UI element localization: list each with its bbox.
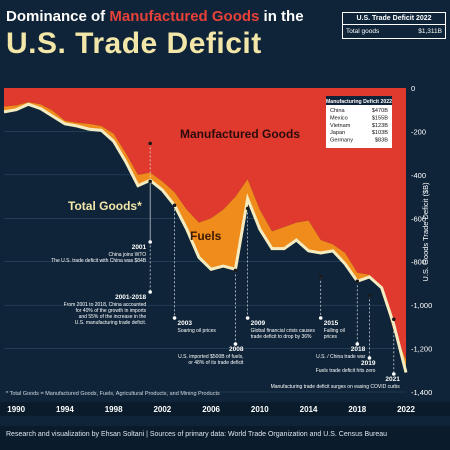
annotation-text: trade deficit to drop by 36% [251,334,312,340]
annotation-anchor-dot [355,342,360,346]
annotation-year: 2009 [251,320,266,327]
annotation-anchor-dot [148,290,152,294]
annotation-anchor-dot [245,316,250,320]
x-tick-label: 2002 [153,405,171,414]
mfg-row-value: $83B [375,138,388,144]
annotation-dot [318,275,323,279]
annotation-year: 2019 [361,360,376,367]
summary-box-title: U.S. Trade Deficit 2022 [343,13,445,25]
annotation-anchor-dot [233,342,238,346]
title-suffix: in the [263,8,304,25]
annotation-dot [392,317,396,322]
annotation-dot [172,203,177,208]
fuels-area [4,102,406,373]
annotation-text: The U.S. trade deficit with China was $8… [51,258,147,264]
total-goods-line [3,102,408,373]
summary-box-row: Total goods $1,311B [343,25,445,38]
annotation-anchor-dot [318,316,323,320]
x-tick-label: 2022 [397,405,415,414]
annotation-year: 2001 [132,244,147,251]
annotation-text: for 40% of the growth in imports [76,308,147,314]
summary-row-value: $1,311B [418,28,442,35]
annotation-text: Fuels trade deficit hits zero [316,368,376,374]
y-tick-label: 0 [411,84,415,93]
footer-bar [0,426,450,450]
annotation-text: China joins WTO [108,252,146,258]
annotation-text: U.S. imported $500B of fuels, [178,354,243,360]
annotation-text: Soaring oil prices [178,328,217,334]
mfg-row-value: $123B [372,123,388,129]
mfg-row-country: Vietnam [330,123,351,129]
y-tick-label: -600 [411,214,426,223]
x-tick-label: 1998 [105,405,123,414]
footnote: * Total Goods = Manufactured Goods, Fuel… [6,391,220,397]
annotation-text: or 48% of its trade deficit [188,360,244,366]
y-tick-label: -800 [411,258,426,267]
annotation-year: 2015 [324,320,339,327]
annotation-year: 2003 [178,320,193,327]
annotation-dot [148,141,152,146]
summary-row-label: Total goods [346,28,380,35]
x-axis: 1990 1994 1998 2002 2006 2010 2014 2018 2022 [0,402,450,416]
annotation-dot [245,206,250,211]
page-title: U.S. Trade Deficit [6,27,262,60]
annotation-text: U.S. / China trade war [316,354,366,360]
annotation-anchor-dot [392,372,396,376]
mfg-row-value: $103B [372,130,388,136]
mfg-row-country: China [330,108,346,114]
summary-box: U.S. Trade Deficit 2022 Total goods $1,3… [342,12,446,39]
y-tick-label: -200 [411,127,426,136]
annotation-year: 2001-2018 [115,294,146,301]
credit: Research and visualization by Ehsan Solt… [6,431,388,438]
mfg-row-country: Germany [330,138,353,144]
manufacturing-deficit-box: Manufacturing Deficit 2022 China $470B Mex… [326,96,392,148]
y-axis-label: U.S. Goods Trade Deficit ($B) [421,182,430,282]
annotation-year: 2008 [229,346,244,353]
annotation-anchor-dot [367,356,372,360]
x-tick-label: 2014 [300,405,318,414]
x-tick-label: 1990 [7,405,25,414]
mfg-row-country: Mexico [330,115,348,121]
y-tick-label: -1,000 [411,301,432,310]
x-tick-label: 1994 [56,405,74,414]
annotation-dot [233,268,238,273]
annotation-dot [148,179,152,184]
annotation-text: U.S. manufacturing trade deficit. [75,320,146,326]
annotation-dot [367,293,372,298]
annotation-text: Manufacturing trade deficit surges on ea… [271,384,401,390]
x-tick-label: 2006 [202,405,220,414]
title-line-1: Dominance of Manufactured Goods in the [6,8,304,25]
mfg-row-value: $155B [372,115,388,121]
annotation-anchor-dot [172,316,177,320]
mfg-row-value: $470B [372,108,388,114]
x-axis-band [0,402,450,416]
annotation-year: 2021 [385,376,400,383]
series-label-manufactured: Manufactured Goods [180,127,300,141]
annotation-text: Global financial crisis causes [251,328,316,334]
annotation-text: prices [324,334,338,340]
y-axis: 0 -200 -400 -600 -800 -1,000 -1,200 -1,400 [411,84,432,397]
mfg-box-title: Manufacturing Deficit 2022 [326,99,392,105]
manufactured-goods-area [4,88,406,360]
x-tick-label: 2018 [348,405,366,414]
mfg-box-rows: China $470B Mexico $155B Vietnam $123B Japan $1… [330,108,388,144]
y-tick-label: -1,400 [411,388,432,397]
mfg-row-country: Japan [330,130,345,136]
title-accent: Manufactured Goods [109,8,260,25]
annotation-year: 2018 [351,346,366,353]
y-tick-label: -400 [411,171,426,180]
annotation-text: From 2001 to 2018, China accounted [64,302,147,308]
x-tick-label: 2010 [251,405,269,414]
annotation-text: and 55% of the increase in the [79,314,147,320]
series-label-total: Total Goods* [68,199,142,213]
series-label-fuels: Fuels [190,229,222,243]
annotation-dot [355,279,360,284]
annotation-text: Falling oil [324,328,345,334]
title-prefix: Dominance of [6,8,106,25]
y-tick-label: -1,200 [411,345,432,354]
